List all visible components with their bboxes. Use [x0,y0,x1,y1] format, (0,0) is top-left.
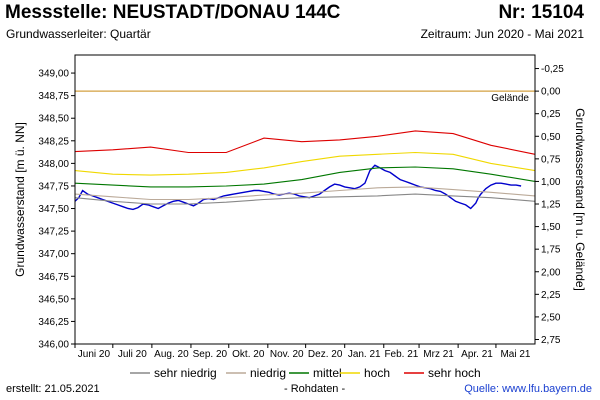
x-tick-label: Nov. 20 [270,349,304,360]
legend-label: hoch [364,366,390,380]
y-tick-label: 347,75 [38,181,69,192]
y-axis-title: Grundwasserstand [m ü. NN] [13,122,27,277]
legend-label: mittel [313,366,342,380]
line-sehr-niedrig [74,193,536,205]
y2-tick-label: 0,00 [541,87,561,98]
source-link[interactable]: Quelle: www.lfu.bayern.de [464,383,592,395]
y-tick-label: 347,50 [38,204,69,215]
x-tick-label: Juli 20 [118,349,147,360]
period-label: Zeitraum: Jun 2020 - Mai 2021 [420,27,584,41]
y2-tick-label: 0,75 [541,154,561,165]
created-date: erstellt: 21.05.2021 [6,383,100,395]
y-tick-label: 348,50 [38,114,69,125]
line-hoch [74,151,536,176]
x-tick-label: Okt. 20 [232,349,265,360]
gelaende-label: Gelände [491,93,529,104]
x-tick-label: Juni 20 [78,349,111,360]
line-sehr-hoch [74,130,536,155]
legend-label: sehr hoch [428,366,481,380]
y-tick-label: 348,25 [38,136,69,147]
page-title: Messstelle: NEUSTADT/DONAU 144C [5,2,341,23]
y-tick-label: 346,25 [38,317,69,328]
y-tick-label: 346,50 [38,294,69,305]
water-level-line [74,164,522,211]
y-tick-label: 347,25 [38,227,69,238]
line-mittel [74,166,536,188]
y2-tick-label: 2,50 [541,312,561,323]
x-tick-label: Feb. 21 [384,349,418,360]
x-tick-label: Apr. 21 [461,349,493,360]
line-niedrig [74,186,536,201]
y-tick-label: 347,00 [38,249,69,260]
y2-tick-label: 1,75 [541,245,561,256]
y-tick-label: 346,75 [38,272,69,283]
y-tick-label: 349,00 [38,69,69,80]
legend-label: niedrig [250,366,286,380]
x-tick-label: Mrz 21 [423,349,454,360]
y-tick-label: 348,75 [38,91,69,102]
y2-tick-label: 1,25 [541,200,561,211]
y2-tick-label: 0,25 [541,109,561,120]
y2-tick-label: -0,25 [541,64,564,75]
plot-frame [74,54,536,345]
y2-tick-label: 2,25 [541,290,561,301]
x-tick-label: Dez. 20 [308,349,343,360]
aquifer-label: Grundwasserleiter: Quartär [6,27,151,41]
x-tick-label: Jan. 21 [348,349,381,360]
x-tick-label: Mai 21 [500,349,530,360]
y2-tick-label: 2,00 [541,267,561,278]
raw-data-note: - Rohdaten - [284,383,346,395]
x-tick-label: Aug. 20 [154,349,189,360]
legend-label: sehr niedrig [154,366,217,380]
y2-tick-label: 1,50 [541,222,561,233]
y2-tick-label: 1,00 [541,177,561,188]
y-tick-label: 346,00 [38,340,69,351]
y2-axis-title: Grundwasserstand [m u. Gelände] [573,108,587,291]
y2-tick-label: 0,50 [541,132,561,143]
y2-tick-label: 2,75 [541,335,561,346]
y-tick-label: 348,00 [38,159,69,170]
x-tick-label: Sep. 20 [193,349,228,360]
station-number: Nr: 15104 [498,2,584,23]
